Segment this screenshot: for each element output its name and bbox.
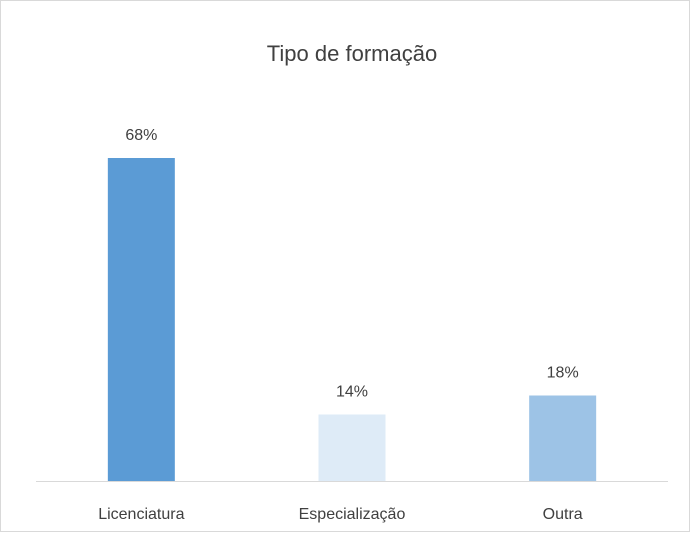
x-tick-label: Especialização (299, 506, 406, 523)
chart-title: Tipo de formação (267, 41, 437, 66)
x-tick-label: Licenciatura (98, 506, 184, 523)
bar (529, 395, 597, 481)
data-label: 68% (125, 127, 157, 144)
data-label: 14% (336, 384, 368, 401)
data-label: 18% (547, 365, 579, 382)
bar (318, 414, 386, 481)
x-tick-label: Outra (543, 506, 583, 523)
bar (107, 158, 175, 481)
